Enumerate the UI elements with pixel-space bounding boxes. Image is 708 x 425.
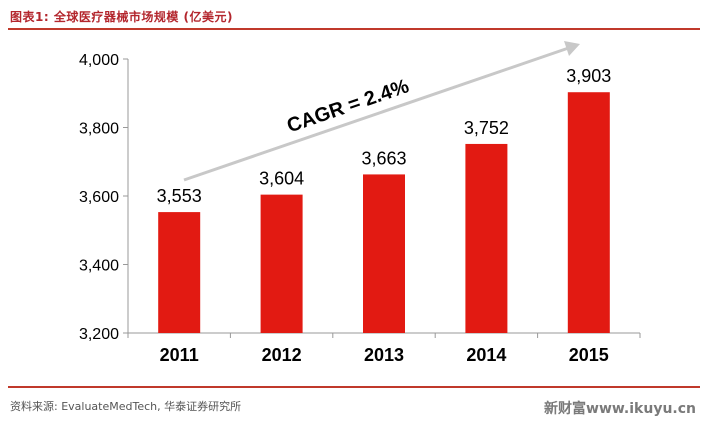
- source-note: 资料来源: EvaluateMedTech, 华泰证券研究所: [10, 400, 242, 413]
- y-tick-label: 3,200: [79, 326, 119, 343]
- data-label-2012: 3,604: [259, 169, 304, 189]
- data-label-2014: 3,752: [464, 118, 509, 138]
- data-label-2011: 3,553: [157, 186, 202, 206]
- figure-title: 图表1: 全球医疗器械市场规模 (亿美元): [10, 10, 233, 24]
- y-tick-label: 3,400: [79, 258, 119, 275]
- x-tick-label-2015: 2015: [569, 345, 609, 365]
- bottom-divider: [8, 386, 700, 388]
- watermark: 新财富www.ikuyu.cn: [544, 401, 696, 417]
- y-tick-label: 3,800: [79, 121, 119, 138]
- data-label-2013: 3,663: [361, 148, 406, 168]
- top-divider: [8, 28, 700, 30]
- cagr-annotation: CAGR = 2.4%: [284, 75, 412, 137]
- x-tick-label-2013: 2013: [364, 345, 404, 365]
- cagr-arrow-group: [183, 41, 580, 182]
- x-tick-label-2011: 2011: [160, 345, 199, 365]
- bar-2014: [465, 143, 508, 333]
- x-tick-label-2014: 2014: [466, 345, 506, 365]
- data-label-2015: 3,903: [566, 66, 611, 86]
- x-tick-label-2012: 2012: [262, 345, 302, 365]
- bar-2011: [158, 212, 201, 333]
- bar-2013: [363, 174, 405, 333]
- bar-2015: [567, 92, 610, 333]
- cagr-arrow-line: [183, 46, 571, 182]
- y-tick-label: 3,600: [79, 189, 119, 206]
- y-tick-label: 4,000: [79, 52, 119, 69]
- bar-2012: [260, 194, 303, 333]
- bars: [158, 92, 610, 333]
- cagr-arrow-head: [564, 41, 580, 56]
